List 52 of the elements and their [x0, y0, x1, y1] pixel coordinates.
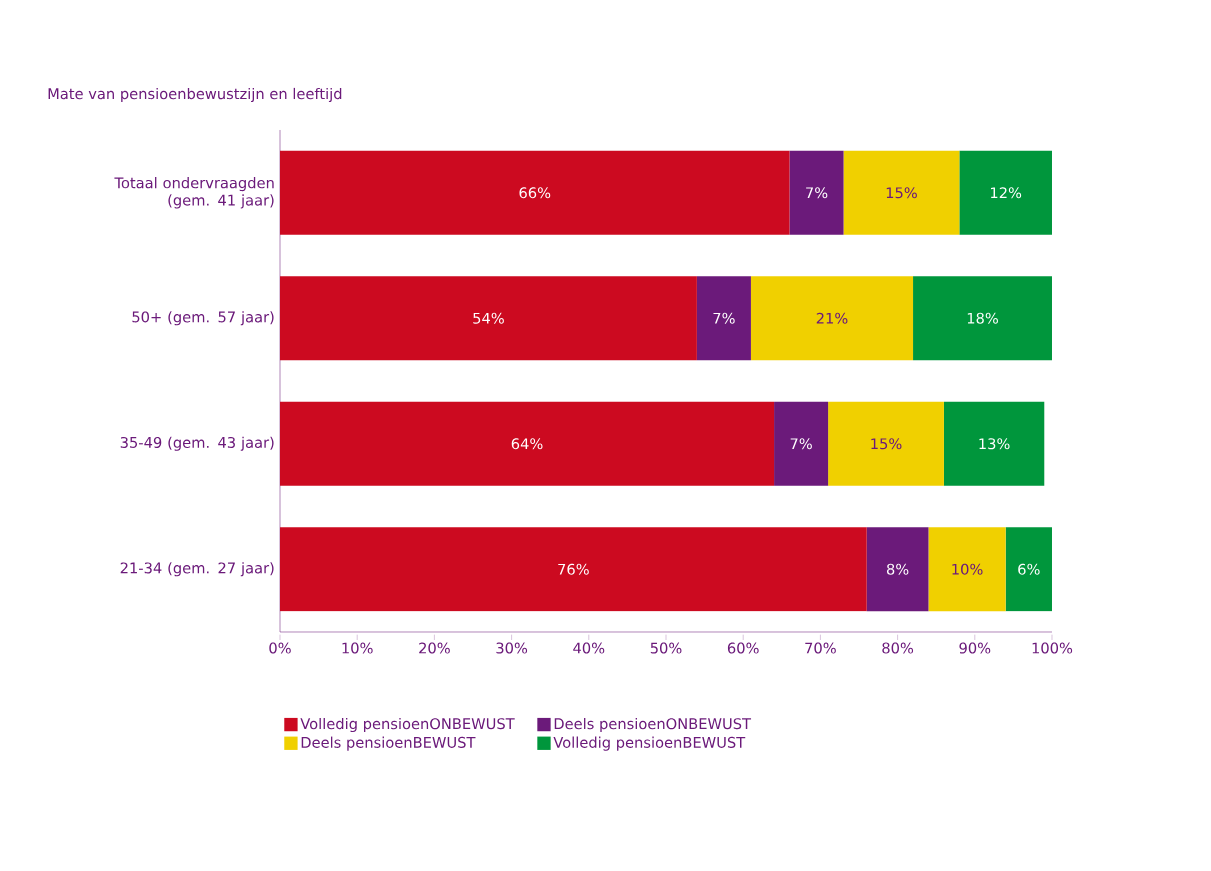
bar: [774, 401, 829, 486]
data-label: 10%: [952, 563, 983, 575]
data-label: 7%: [806, 187, 828, 199]
data-label: 7%: [790, 438, 812, 450]
data-label: 18%: [967, 312, 998, 324]
bar: [280, 527, 867, 612]
chart-title: Mate van pensioenbewustzijn en leeftijd: [48, 87, 342, 103]
data-label: 54%: [473, 312, 504, 324]
x-tick-label: 0%: [269, 642, 291, 654]
bar: [789, 150, 844, 235]
legend-label: Deels pensioenONBEWUST: [554, 717, 752, 733]
bar: [280, 150, 790, 235]
legend-label: Deels pensioenBEWUST: [301, 736, 476, 751]
data-label: 15%: [871, 438, 902, 450]
data-label: 21%: [816, 312, 848, 324]
data-label: 76%: [558, 563, 589, 575]
x-tick-label: 40%: [573, 642, 605, 654]
bar: [843, 150, 960, 235]
bar: [866, 527, 929, 612]
y-tick-label: Totaal ondervraagden (gem. 41 jaar): [114, 176, 274, 209]
data-label: 6%: [1018, 563, 1040, 575]
y-tick-label: 21-34 (gem. 27 jaar): [120, 562, 274, 577]
x-tick-label: 50%: [650, 642, 682, 654]
x-tick-label: 70%: [805, 642, 836, 654]
legend-label: Volledig pensioenONBEWUST: [300, 717, 515, 733]
x-tick-label: 60%: [727, 642, 759, 654]
x-tick-label: 30%: [496, 642, 528, 654]
y-tick-label: 35-49 (gem. 43 jaar): [120, 436, 274, 451]
bar: [280, 276, 697, 361]
x-tick-label: 100%: [1032, 642, 1073, 654]
bar: [913, 276, 1052, 361]
bar: [828, 401, 944, 486]
data-label: 8%: [886, 563, 909, 575]
x-tick-label: 10%: [342, 642, 373, 654]
data-label: 7%: [713, 312, 735, 324]
data-label: 15%: [886, 187, 917, 199]
bar: [943, 401, 1045, 486]
y-tick-label: 50+ (gem. 57 jaar): [132, 311, 274, 326]
data-label: 13%: [979, 438, 1010, 450]
x-tick-label: 90%: [959, 642, 991, 654]
x-tick-label: 80%: [882, 642, 914, 654]
bar: [750, 276, 914, 361]
bar: [280, 401, 775, 486]
data-label: 66%: [519, 187, 551, 199]
x-tick-label: 20%: [419, 642, 450, 654]
legend-label: Volledig pensioenBEWUST: [553, 736, 746, 751]
data-label: 64%: [511, 438, 543, 450]
bar: [1005, 527, 1052, 612]
data-label: 12%: [990, 187, 1022, 199]
bar: [959, 150, 1052, 235]
bar: [928, 527, 1006, 612]
bar: [696, 276, 751, 361]
